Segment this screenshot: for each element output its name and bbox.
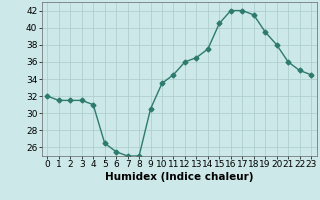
X-axis label: Humidex (Indice chaleur): Humidex (Indice chaleur) — [105, 172, 253, 182]
